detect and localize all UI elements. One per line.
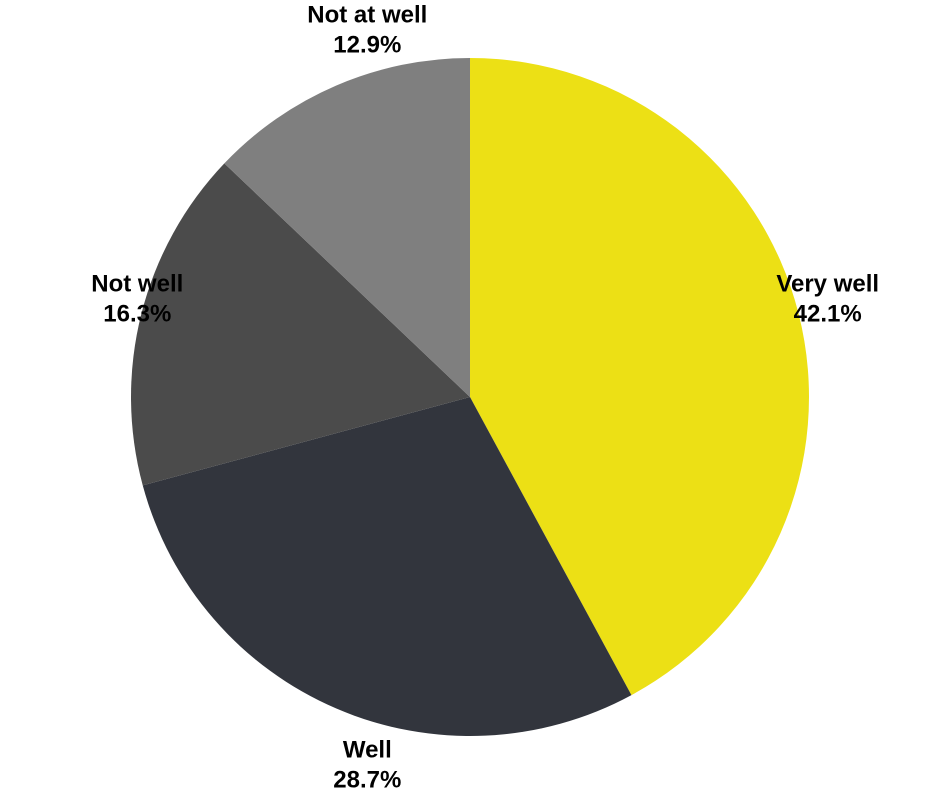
pie-slice-well xyxy=(142,397,632,736)
slice-label-not-at-well: Not at well xyxy=(307,1,427,28)
pie-slice-not-at-well xyxy=(224,58,470,397)
pie-slices xyxy=(131,58,809,736)
slice-value-not-well: 16.3% xyxy=(103,301,171,328)
pie-slice-not-well xyxy=(131,163,470,486)
slice-value-not-at-well: 12.9% xyxy=(333,31,401,58)
slice-label-not-well: Not well xyxy=(91,271,183,298)
slice-value-well: 28.7% xyxy=(333,767,401,788)
slice-label-very-well: Very well xyxy=(776,271,879,298)
slice-value-very-well: 42.1% xyxy=(794,301,862,328)
slice-label-well: Well xyxy=(343,737,392,764)
pie-slice-very-well xyxy=(470,58,809,696)
pie-labels: Very well 42.1% Well 28.7% Not well 16.3% Not … xyxy=(91,1,879,788)
